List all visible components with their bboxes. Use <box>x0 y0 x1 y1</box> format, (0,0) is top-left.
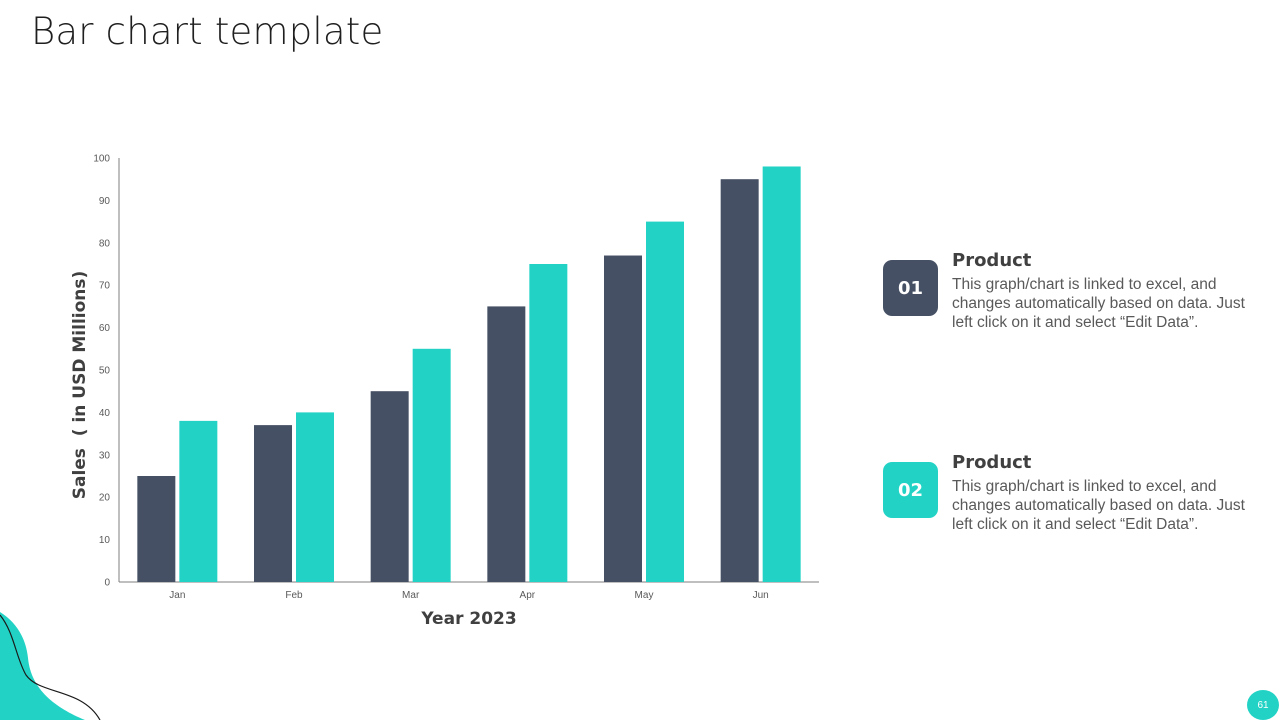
y-axis-title: Sales ( in USD Millions) <box>70 271 90 500</box>
bar-mar-series-1 <box>370 391 409 582</box>
y-tick-label-70: 70 <box>99 281 111 292</box>
y-tick-label-40: 40 <box>99 408 111 419</box>
bar-feb-series-2 <box>296 412 334 582</box>
legend-description-02: This graph/chart is linked to excel, and… <box>952 478 1245 533</box>
x-axis-title: Year 2023 <box>420 609 516 629</box>
x-tick-label-feb: Feb <box>285 590 303 601</box>
bar-apr-series-1 <box>487 306 526 582</box>
bar-feb-series-1 <box>254 425 292 582</box>
bar-apr-series-2 <box>529 264 568 582</box>
corner-wave-decoration <box>0 612 101 720</box>
bar-may-series-2 <box>646 221 684 582</box>
y-tick-label-0: 0 <box>104 578 110 589</box>
bar-chart[interactable]: 0 10 20 30 40 50 60 70 80 90 100 Jan Feb Mar Apr May Jun… <box>0 0 840 640</box>
page-title: Bar chart template <box>31 10 384 53</box>
legend-badge-01: 01 <box>883 260 938 316</box>
page-number-badge: 61 <box>1247 690 1279 720</box>
legend-item-01: 01 Product This graph/chart is linked to… <box>883 250 1263 340</box>
bar-jan-series-1 <box>137 476 176 582</box>
y-tick-label-100: 100 <box>93 154 110 165</box>
x-tick-label-may: May <box>635 590 654 601</box>
legend-title-02: Product <box>952 452 1032 473</box>
y-tick-label-90: 90 <box>99 196 111 207</box>
x-tick-label-apr: Apr <box>520 590 536 601</box>
bar-jun-series-2 <box>762 166 801 583</box>
x-tick-label-jun: Jun <box>753 590 769 601</box>
y-tick-label-10: 10 <box>99 535 111 546</box>
x-tick-label-jan: Jan <box>169 590 185 601</box>
bar-may-series-1 <box>604 255 642 582</box>
legend-description-01: This graph/chart is linked to excel, and… <box>952 276 1245 331</box>
y-tick-label-80: 80 <box>99 238 111 249</box>
legend-item-02: 02 Product This graph/chart is linked to… <box>883 452 1263 542</box>
x-tick-label-mar: Mar <box>402 590 420 601</box>
y-tick-label-50: 50 <box>99 366 111 377</box>
y-tick-label-20: 20 <box>99 493 111 504</box>
legend-badge-02: 02 <box>883 462 938 518</box>
y-tick-label-30: 30 <box>99 450 111 461</box>
legend-title-01: Product <box>952 250 1032 271</box>
bar-mar-series-2 <box>412 348 451 582</box>
bar-jan-series-2 <box>179 420 218 582</box>
bar-jun-series-1 <box>720 179 759 582</box>
y-tick-label-60: 60 <box>99 323 111 334</box>
